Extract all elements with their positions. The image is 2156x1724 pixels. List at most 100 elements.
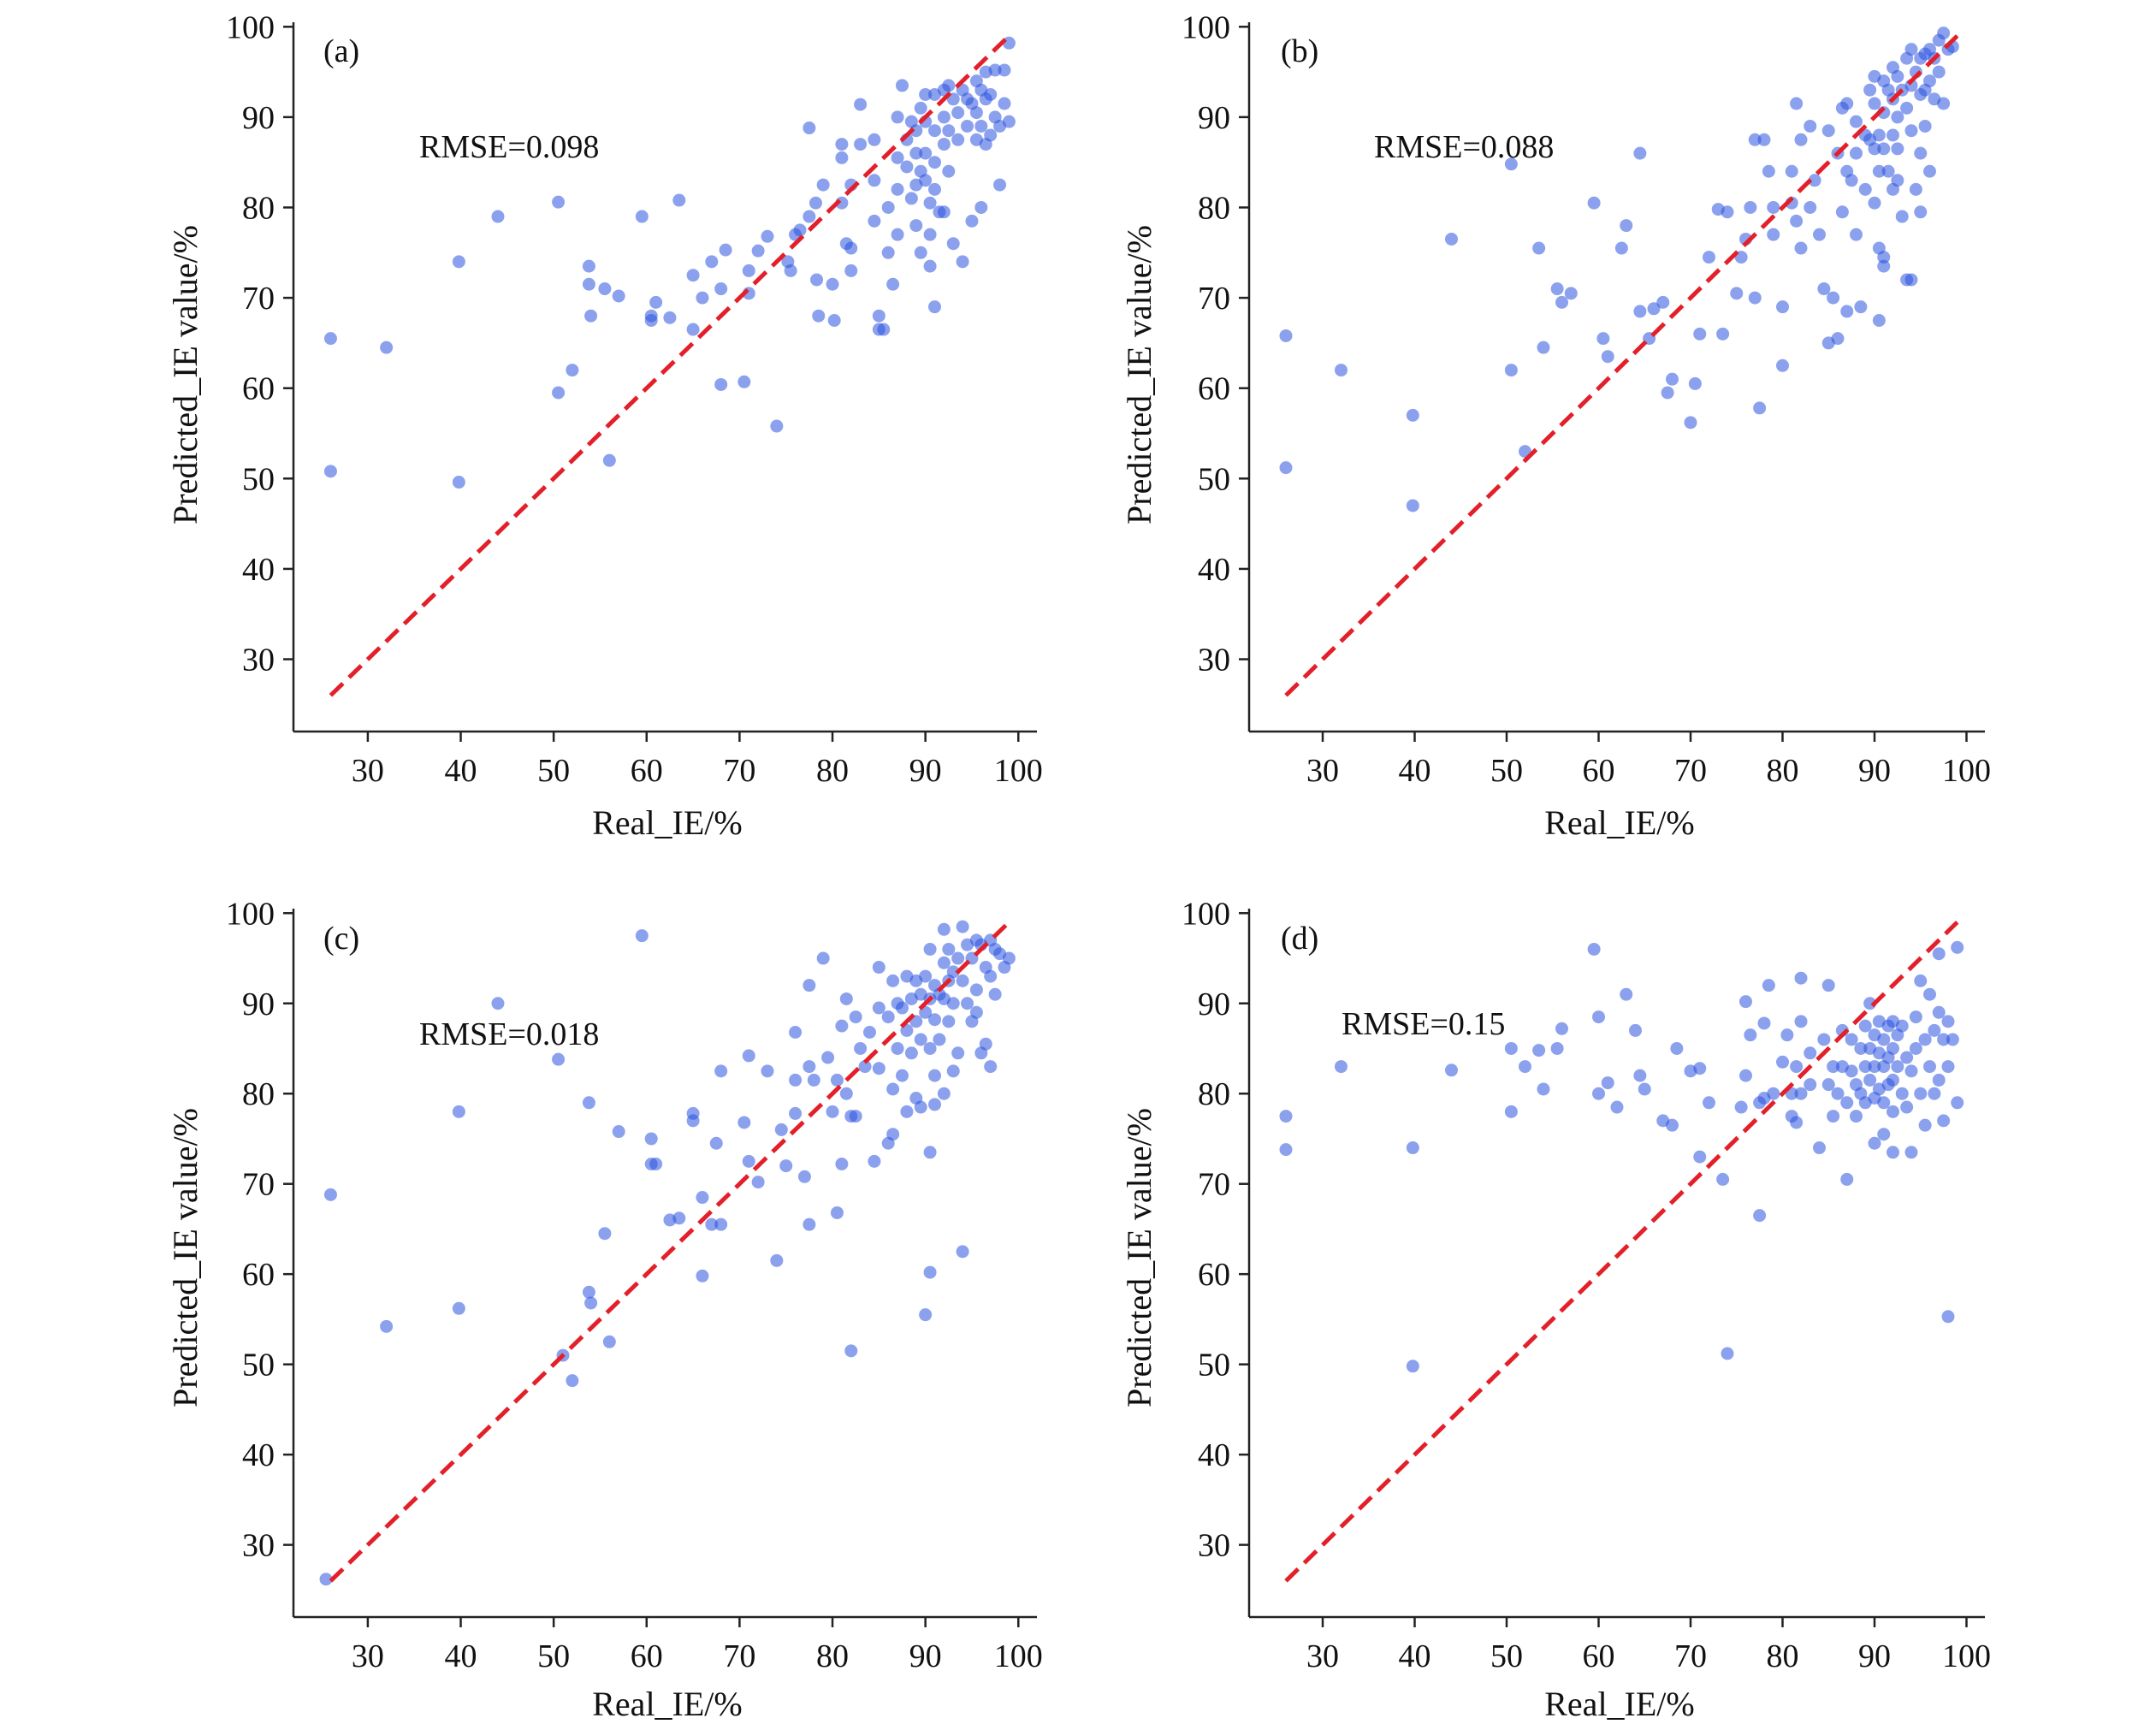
data-point <box>942 1015 956 1028</box>
data-point <box>1868 1060 1881 1074</box>
data-point <box>1532 241 1546 255</box>
data-point <box>714 1217 728 1231</box>
data-point <box>1914 974 1928 987</box>
data-point <box>881 200 895 214</box>
data-point <box>1937 97 1951 110</box>
data-point <box>742 1049 755 1063</box>
data-point <box>1886 1041 1899 1055</box>
data-point <box>919 969 933 983</box>
x-axis-label: Real_IE/% <box>1544 803 1695 842</box>
data-point <box>1951 1096 1964 1110</box>
data-point <box>914 246 927 259</box>
data-point <box>770 1253 784 1267</box>
data-point <box>1550 1041 1564 1055</box>
data-point <box>854 1041 868 1055</box>
data-point <box>1406 408 1419 422</box>
data-point <box>969 983 983 997</box>
data-point <box>858 1060 872 1074</box>
data-point <box>984 969 998 983</box>
data-point <box>1854 300 1868 314</box>
data-point <box>1504 1105 1518 1118</box>
panel-label: (d) <box>1281 921 1318 957</box>
data-point <box>826 1105 839 1118</box>
data-point <box>644 1132 658 1146</box>
data-point <box>602 1335 616 1348</box>
x-tick-label: 40 <box>445 1638 477 1674</box>
panel-label: (c) <box>323 921 359 957</box>
data-point <box>1941 1060 1955 1074</box>
y-tick-label: 100 <box>226 896 275 932</box>
data-point <box>868 174 881 187</box>
x-tick-label: 50 <box>1490 753 1523 789</box>
data-point <box>1684 416 1697 430</box>
data-point <box>635 929 649 943</box>
data-point <box>844 264 858 277</box>
data-point <box>904 192 918 205</box>
data-point <box>849 1110 862 1123</box>
data-point <box>942 124 956 138</box>
x-tick-label: 90 <box>1858 753 1891 789</box>
data-point <box>928 124 942 138</box>
data-point <box>1776 358 1789 372</box>
data-point <box>923 1041 937 1055</box>
y-tick-label: 90 <box>1198 100 1230 136</box>
data-point <box>1831 332 1845 346</box>
data-point <box>1656 295 1670 309</box>
data-point <box>1932 65 1946 79</box>
data-point <box>946 237 960 251</box>
data-point <box>881 246 895 259</box>
y-tick-label: 60 <box>242 371 275 407</box>
data-point <box>1858 1019 1872 1033</box>
data-point <box>974 119 988 133</box>
data-point <box>895 1069 909 1082</box>
data-point <box>552 386 566 400</box>
data-point <box>696 291 709 305</box>
data-point <box>854 138 868 151</box>
data-point <box>779 1159 793 1173</box>
data-point <box>1895 1019 1909 1033</box>
data-point <box>928 182 942 196</box>
data-point <box>686 323 700 336</box>
x-tick-label: 80 <box>816 1638 849 1674</box>
data-point <box>961 997 974 1010</box>
data-point <box>827 313 841 327</box>
data-point <box>1445 1063 1458 1077</box>
data-point <box>1002 115 1016 128</box>
data-point <box>1932 1005 1946 1019</box>
y-tick-label: 30 <box>1198 643 1230 678</box>
data-point <box>844 1344 858 1358</box>
data-point <box>584 1296 598 1310</box>
data-point <box>1504 157 1518 171</box>
data-point <box>909 124 923 138</box>
data-point <box>844 241 858 255</box>
y-tick-label: 50 <box>242 461 275 497</box>
x-tick-label: 40 <box>1399 1638 1431 1674</box>
y-tick-label: 30 <box>242 643 275 678</box>
data-point <box>649 1158 663 1171</box>
data-point <box>323 465 337 478</box>
data-point <box>923 228 937 241</box>
data-point <box>789 1106 803 1120</box>
data-point <box>933 1033 946 1046</box>
data-point <box>1904 124 1918 138</box>
data-point <box>923 1265 937 1279</box>
x-tick-label: 100 <box>1942 1638 1991 1674</box>
data-point <box>1279 329 1293 342</box>
data-point <box>566 364 579 377</box>
data-point <box>1840 97 1854 110</box>
data-point <box>1596 332 1610 346</box>
data-point <box>1693 327 1707 341</box>
data-point <box>900 1105 914 1118</box>
data-point <box>1821 1078 1835 1092</box>
data-point <box>956 920 969 933</box>
data-point <box>839 992 853 1005</box>
data-point <box>886 974 900 987</box>
data-point <box>1780 1028 1794 1042</box>
data-point <box>1504 1041 1518 1055</box>
data-point <box>984 87 998 101</box>
data-point <box>803 1217 816 1231</box>
data-point <box>1840 1096 1854 1110</box>
data-point <box>1858 182 1872 196</box>
data-point <box>1914 146 1928 160</box>
data-point <box>612 1125 625 1139</box>
